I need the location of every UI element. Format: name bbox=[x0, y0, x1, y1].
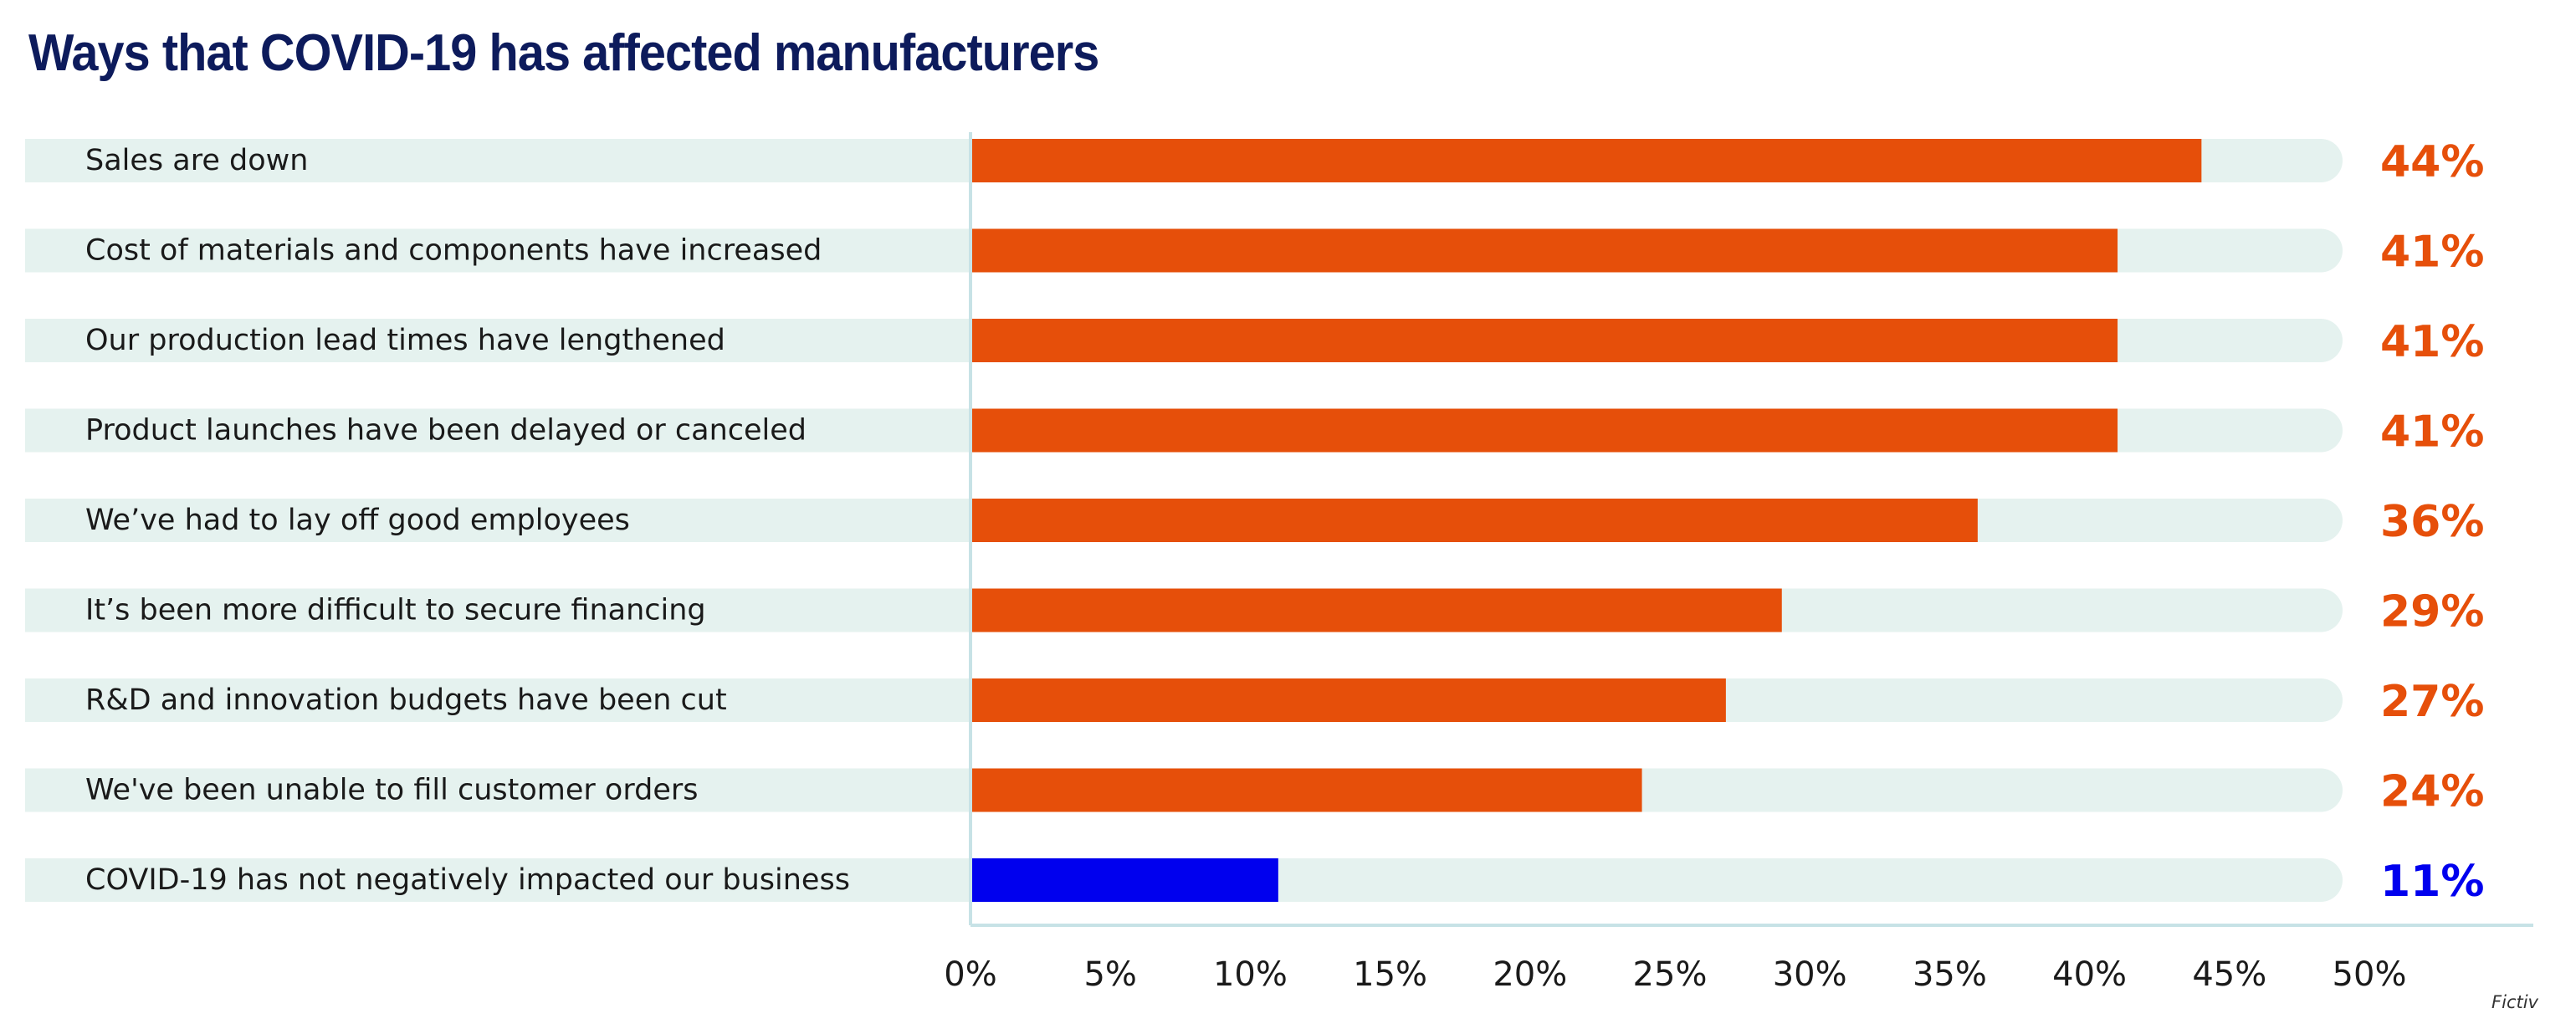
bar-track-left-edge bbox=[25, 228, 75, 273]
x-tick-label: 0% bbox=[944, 955, 996, 994]
x-tick-label: 25% bbox=[1633, 955, 1708, 994]
category-label: Our production lead times have lengthene… bbox=[85, 324, 725, 357]
category-label: Sales are down bbox=[85, 144, 308, 177]
bar-track-left-edge bbox=[25, 678, 75, 722]
bar-track-left-edge bbox=[25, 408, 75, 453]
bar-track-left-edge bbox=[25, 858, 75, 902]
value-label: 44% bbox=[2380, 137, 2484, 187]
bar bbox=[970, 588, 1782, 632]
x-tick-label: 20% bbox=[1493, 955, 1567, 994]
value-label: 24% bbox=[2380, 767, 2484, 817]
bar bbox=[970, 768, 1642, 812]
category-label: We’ve had to lay off good employees bbox=[85, 504, 630, 537]
x-tick-label: 50% bbox=[2333, 955, 2407, 994]
bar bbox=[970, 228, 2118, 273]
bar bbox=[970, 408, 2118, 453]
bar bbox=[970, 678, 1726, 722]
value-label: 11% bbox=[2380, 857, 2484, 907]
bar-track-left-edge bbox=[25, 768, 75, 812]
bar bbox=[970, 499, 1978, 542]
bar bbox=[970, 858, 1278, 902]
value-label: 29% bbox=[2380, 587, 2484, 637]
category-label: We've been unable to fill customer order… bbox=[85, 774, 698, 807]
value-label: 41% bbox=[2380, 407, 2484, 458]
bar-track-left-edge bbox=[25, 139, 75, 182]
value-label: 41% bbox=[2380, 317, 2484, 367]
source-credit: Fictiv bbox=[2491, 992, 2538, 1012]
x-tick-label: 10% bbox=[1213, 955, 1288, 994]
x-tick-label: 30% bbox=[1773, 955, 1847, 994]
category-label: It’s been more difficult to secure finan… bbox=[85, 594, 706, 627]
category-label: Product launches have been delayed or ca… bbox=[85, 414, 807, 448]
chart-title: Ways that COVID-19 has affected manufact… bbox=[28, 24, 1099, 82]
x-tick-label: 15% bbox=[1353, 955, 1427, 994]
bar-track-left-edge bbox=[25, 319, 75, 362]
x-tick-label: 45% bbox=[2192, 955, 2266, 994]
x-tick-label: 5% bbox=[1083, 955, 1136, 994]
category-label: COVID-19 has not negatively impacted our… bbox=[85, 863, 850, 897]
bar bbox=[970, 319, 2118, 362]
bar-track-left-edge bbox=[25, 588, 75, 632]
value-label: 41% bbox=[2380, 228, 2484, 278]
value-label: 27% bbox=[2380, 677, 2484, 727]
x-tick-label: 35% bbox=[1913, 955, 1987, 994]
bar-track-left-edge bbox=[25, 499, 75, 542]
category-label: Cost of materials and components have in… bbox=[85, 234, 822, 268]
value-label: 36% bbox=[2380, 497, 2484, 547]
category-label: R&D and innovation budgets have been cut bbox=[85, 683, 727, 717]
x-tick-label: 40% bbox=[2052, 955, 2127, 994]
bar bbox=[970, 139, 2202, 182]
